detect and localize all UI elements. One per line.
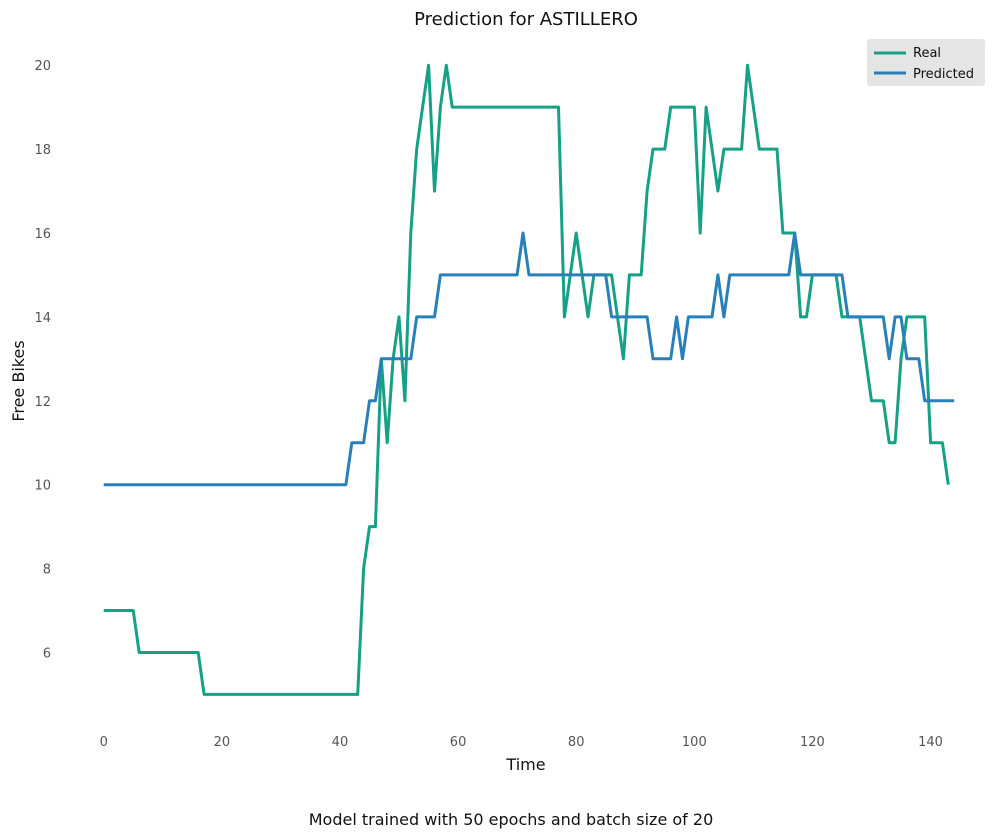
plot-lines [103, 63, 955, 696]
x-tick-label: 120 [800, 735, 825, 750]
x-tick-label: 80 [568, 735, 585, 750]
y-axis-label: Free Bikes [9, 340, 28, 421]
legend-label-predicted: Predicted [913, 67, 974, 82]
series-line-real [103, 63, 950, 696]
y-tick-label: 12 [34, 395, 51, 410]
y-tick-label: 10 [34, 479, 51, 494]
y-tick-label: 6 [43, 646, 51, 661]
legend-label-real: Real [913, 46, 941, 61]
series-line-predicted [103, 231, 955, 487]
x-tick-label: 40 [332, 735, 349, 750]
y-axis-ticks: 6 8 10 12 14 16 18 20 [34, 59, 51, 661]
chart-caption: Model trained with 50 epochs and batch s… [309, 810, 714, 829]
y-tick-label: 16 [34, 227, 51, 242]
legend: Real Predicted [867, 39, 985, 86]
chart-title: Prediction for ASTILLERO [414, 9, 638, 30]
x-axis-ticks: 0 20 40 60 80 100 120 140 [100, 735, 943, 750]
y-tick-label: 18 [34, 143, 51, 158]
x-tick-label: 60 [450, 735, 467, 750]
y-tick-label: 8 [43, 563, 51, 578]
y-tick-label: 20 [34, 59, 51, 74]
x-axis-label: Time [505, 755, 545, 774]
y-tick-label: 14 [34, 311, 51, 326]
x-tick-label: 100 [682, 735, 707, 750]
x-tick-label: 0 [100, 735, 108, 750]
x-tick-label: 140 [918, 735, 943, 750]
x-tick-label: 20 [214, 735, 231, 750]
